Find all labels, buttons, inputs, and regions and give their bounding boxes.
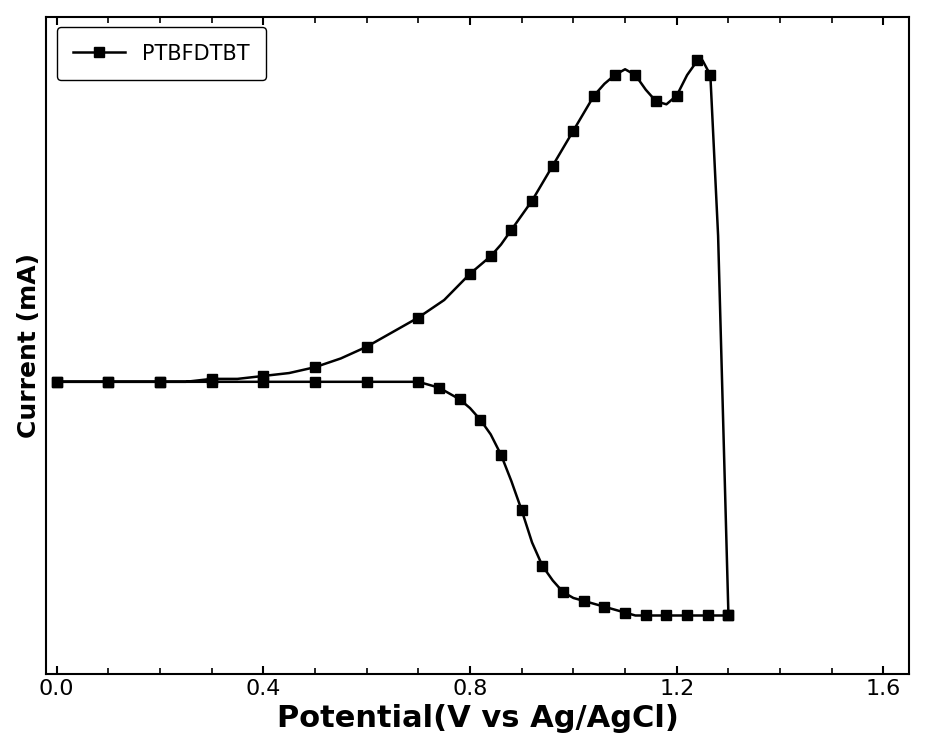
Legend: PTBFDTBT: PTBFDTBT [56, 27, 267, 80]
X-axis label: Potential(V vs Ag/AgCl): Potential(V vs Ag/AgCl) [277, 704, 679, 734]
Y-axis label: Current (mA): Current (mA) [17, 253, 41, 438]
